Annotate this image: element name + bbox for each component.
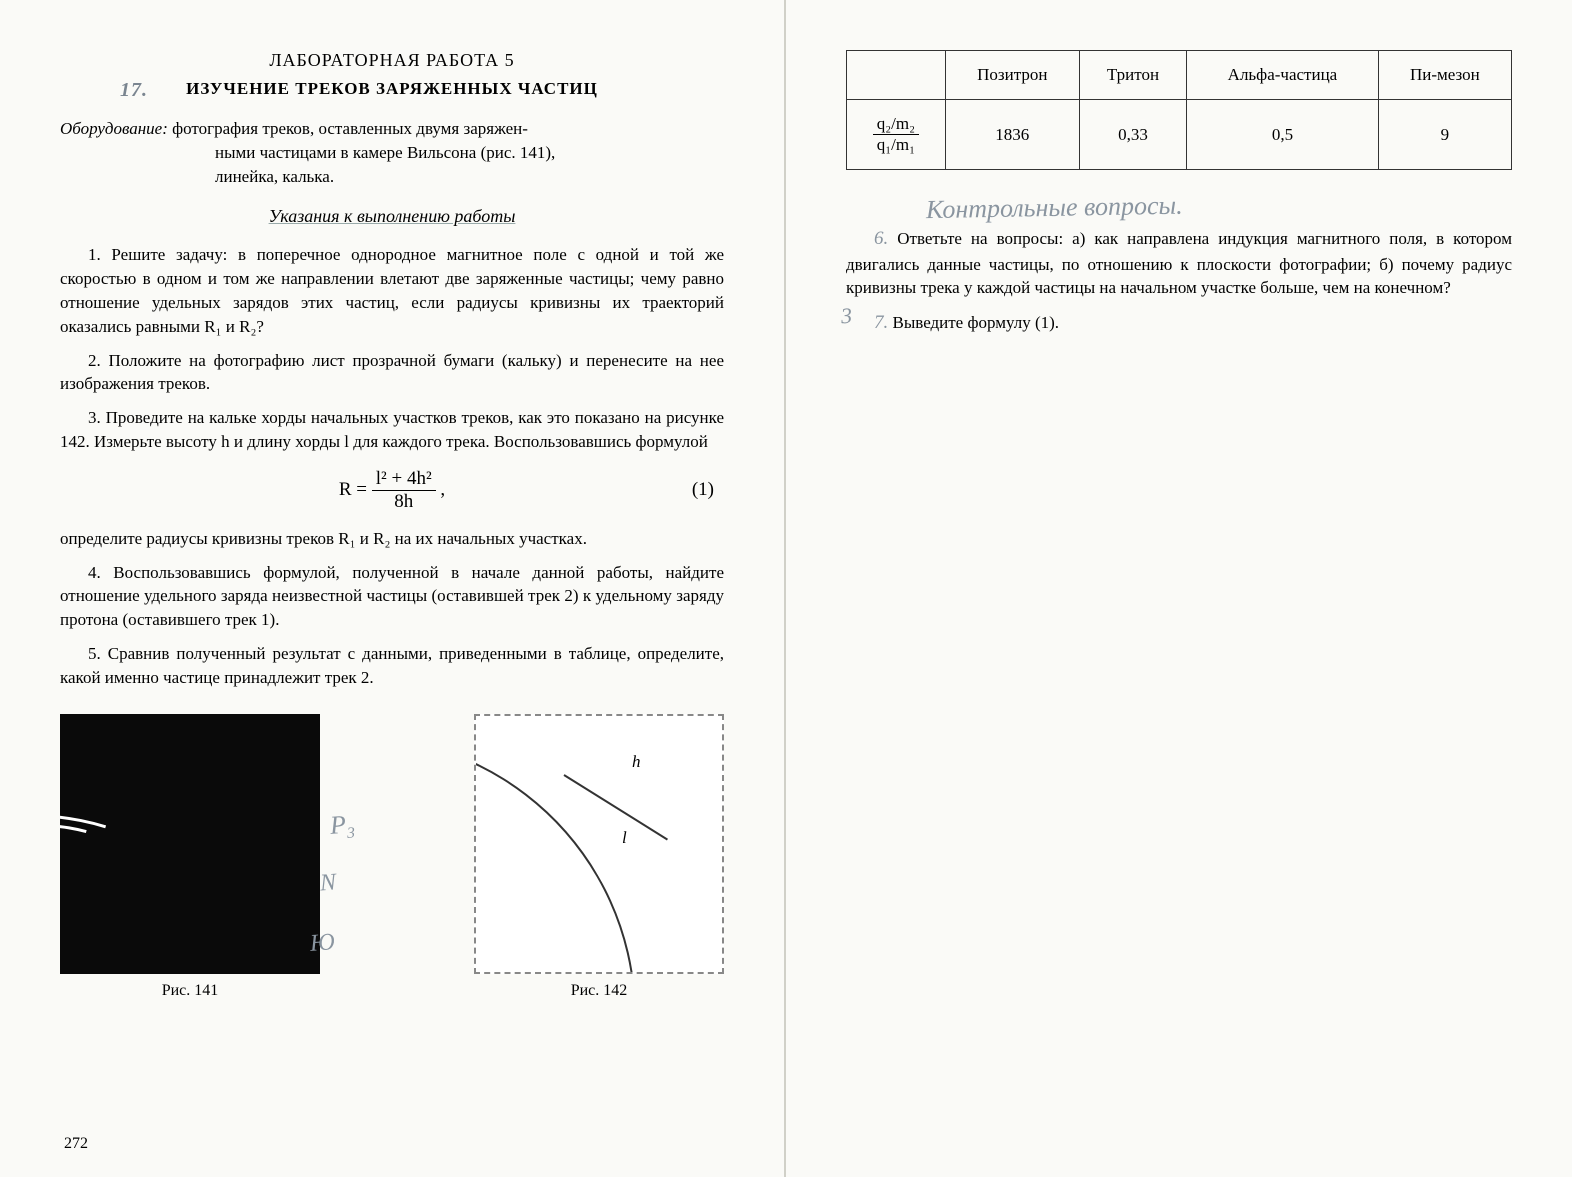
table-val-positron: 1836 (945, 100, 1079, 170)
equipment-line1: фотография треков, оставленных двумя зар… (168, 119, 528, 138)
handwritten-section-title: Контрольные вопросы. (926, 185, 1512, 225)
equipment-block: Оборудование: фотография треков, оставле… (60, 117, 724, 188)
formula-1: R = l² + 4h² 8h , (1) (60, 468, 724, 513)
lab-subtitle: 17. ИЗУЧЕНИЕ ТРЕКОВ ЗАРЯЖЕННЫХ ЧАСТИЦ (60, 79, 724, 99)
instructions-title: Указания к выполнению работы (60, 206, 724, 227)
figure-142-caption: Рис. 142 (474, 982, 724, 1000)
equipment-line2: ными частицами в камере Вильсона (рис. 1… (60, 141, 724, 165)
table-header-positron: Позитрон (945, 51, 1079, 100)
step-1: 1. Решите задачу: в поперечное однородно… (60, 243, 724, 338)
q7-handnum: 7. (874, 312, 888, 333)
handwritten-lab-number: 17. (120, 79, 148, 102)
equipment-label: Оборудование: (60, 119, 168, 138)
chord-h-label: h (632, 752, 641, 772)
formula-comma: , (440, 479, 445, 500)
lab-title: ЛАБОРАТОРНАЯ РАБОТА 5 (60, 50, 724, 71)
handwritten-margin-2: N (319, 869, 337, 897)
question-7: 7. Выведите формулу (1). (846, 310, 1512, 337)
formula-lhs: R = (339, 479, 367, 500)
table-data-row: q₂/m₂ q₁/m₁ 1836 0,33 0,5 9 (847, 100, 1512, 170)
step-4: 4. Воспользовавшись формулой, полученной… (60, 561, 724, 632)
ratio-bot: q₁/m₁ (873, 135, 919, 155)
table-val-alpha: 0,5 (1187, 100, 1379, 170)
figure-142: h l Рис. 142 (474, 714, 724, 1000)
formula-numerator: l² + 4h² (372, 468, 436, 491)
table-header-alpha: Альфа-частица (1187, 51, 1379, 100)
figures-row: -1 -2 Рис. 141 h l Рис. 142 (60, 714, 724, 1000)
handwritten-margin-3: Ю (309, 929, 336, 958)
page-number-left: 272 (64, 1135, 88, 1153)
table-val-pimeson: 9 (1378, 100, 1511, 170)
left-page: ЛАБОРАТОРНАЯ РАБОТА 5 17. ИЗУЧЕНИЕ ТРЕКО… (0, 0, 786, 1177)
subtitle-text: ИЗУЧЕНИЕ ТРЕКОВ ЗАРЯЖЕННЫХ ЧАСТИЦ (186, 79, 598, 98)
formula-denominator: 8h (372, 491, 436, 513)
q6-text: Ответьте на вопросы: а) как направлена и… (846, 229, 1512, 297)
table-header-triton: Тритон (1079, 51, 1186, 100)
q6-handnum: 6. (874, 228, 888, 249)
q7-text: Выведите формулу (1). (893, 313, 1060, 332)
ratio-fraction: q₂/m₂ q₁/m₁ (873, 114, 919, 155)
question-6: 6. Ответьте на вопросы: а) как направлен… (846, 226, 1512, 300)
right-page: Позитрон Тритон Альфа-частица Пи-мезон q… (786, 0, 1572, 1177)
figure-141-box: -1 -2 (60, 714, 320, 974)
handwritten-margin-1: Р₃ (329, 809, 356, 841)
handwritten-3: 3 (840, 303, 853, 330)
chord-line (563, 774, 668, 840)
step-3b: определите радиусы кривизны треков R₁ и … (60, 527, 724, 551)
track-curve-2 (60, 722, 320, 974)
table-header-row: Позитрон Тритон Альфа-частица Пи-мезон (847, 51, 1512, 100)
table-header-empty (847, 51, 946, 100)
table-val-triton: 0,33 (1079, 100, 1186, 170)
formula-fraction: l² + 4h² 8h (372, 468, 436, 513)
step-2: 2. Положите на фотографию лист прозрачно… (60, 349, 724, 397)
table-header-pimeson: Пи-мезон (1378, 51, 1511, 100)
particle-table: Позитрон Тритон Альфа-частица Пи-мезон q… (846, 50, 1512, 170)
figure-141-caption: Рис. 141 (60, 982, 320, 1000)
chord-curve (474, 714, 724, 974)
step-3a: 3. Проведите на кальке хорды начальных у… (60, 406, 724, 454)
step-5: 5. Сравнив полученный результат с данным… (60, 642, 724, 690)
table-ratio-cell: q₂/m₂ q₁/m₁ (847, 100, 946, 170)
chord-l-label: l (622, 828, 627, 848)
figure-141: -1 -2 Рис. 141 (60, 714, 320, 1000)
equipment-line3: линейка, калька. (60, 165, 724, 189)
ratio-top: q₂/m₂ (873, 114, 919, 135)
figure-142-box: h l (474, 714, 724, 974)
formula-index: (1) (692, 479, 714, 501)
